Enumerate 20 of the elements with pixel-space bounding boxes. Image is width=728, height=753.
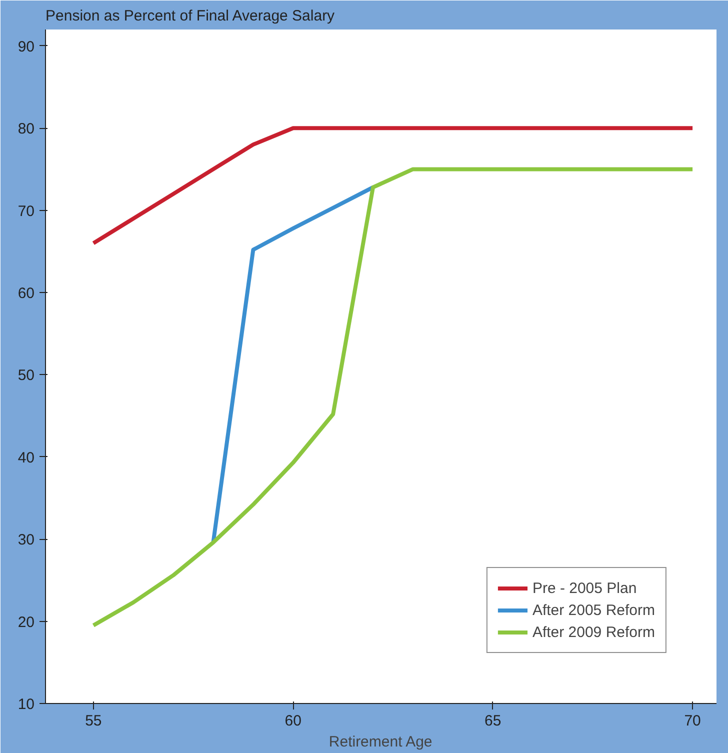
y-tick-label: 40 <box>18 449 35 466</box>
y-tick-label: 50 <box>18 367 35 384</box>
line-series <box>91 126 695 246</box>
legend-label: Pre - 2005 Plan <box>532 580 637 596</box>
line-series <box>91 167 695 628</box>
y-tick-label: 10 <box>18 696 35 713</box>
y-tick-label: 90 <box>18 38 35 56</box>
chart-title: Pension as Percent of Final Average Salary <box>46 8 336 24</box>
x-tick-label: 55 <box>85 712 102 730</box>
x-axis-title: Retirement Age <box>328 734 432 750</box>
x-tick-label: 60 <box>284 712 302 730</box>
legend-label: After 2005 Reform <box>532 602 655 618</box>
legend-label: After 2009 Reform <box>532 624 655 640</box>
y-tick-label: 30 <box>18 532 35 549</box>
y-tick-label: 20 <box>18 614 35 631</box>
y-tick-label: 80 <box>18 120 35 138</box>
y-tick-label: 60 <box>18 285 35 302</box>
x-tick-label: 65 <box>484 712 502 730</box>
y-tick-label: 70 <box>18 202 35 220</box>
x-tick-label: 70 <box>684 712 701 730</box>
